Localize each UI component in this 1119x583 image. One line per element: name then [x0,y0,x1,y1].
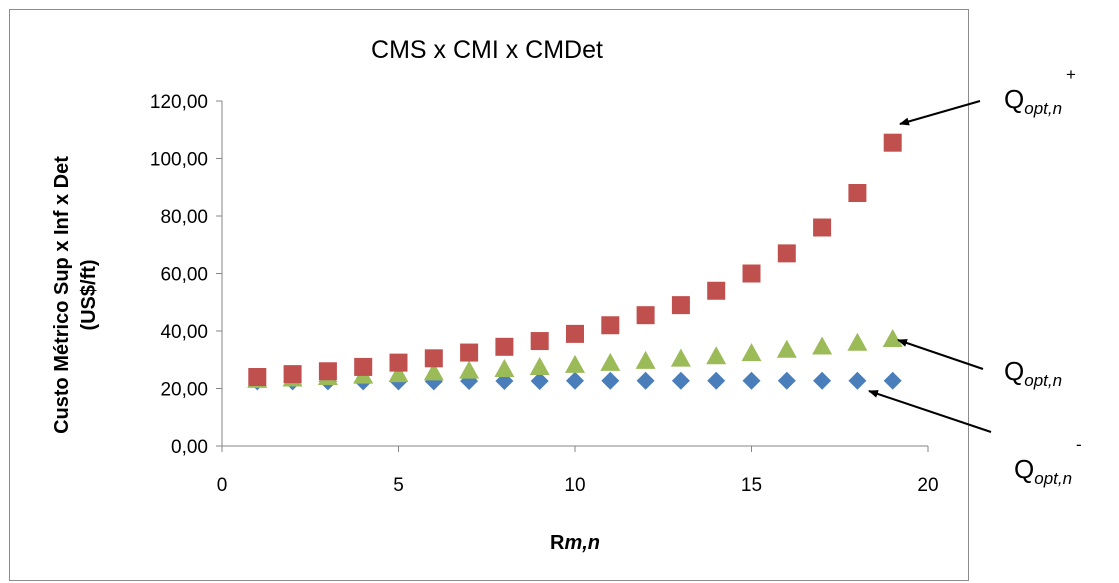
y-tick-label: 120,00 [150,92,208,113]
y-tick-label: 80,00 [160,207,208,228]
data-point-square [636,306,655,325]
data-point-square [318,362,337,381]
data-point-square [424,349,443,368]
data-point-square [813,218,832,237]
data-point-square [530,332,549,351]
series-diamond [248,371,902,391]
data-point-square [601,316,620,335]
data-point-triangle [670,348,691,367]
y-tick-label: 100,00 [150,150,208,171]
arrow-middle [897,339,984,370]
x-tick-label: 0 [217,475,228,496]
data-point-square [495,337,514,356]
data-point-diamond [636,371,655,390]
x-axis-label: Rm,n [550,532,600,554]
x-tick-label: 20 [917,475,938,496]
data-point-triangle [741,343,762,362]
data-point-triangle [494,358,515,377]
data-point-triangle [529,356,550,375]
annotation-q-opt: Qopt,n [1004,356,1062,390]
data-point-triangle [388,364,409,383]
arrow-lower [868,390,992,433]
data-point-square [742,264,761,283]
x-tick-label: 15 [741,475,762,496]
data-point-square [883,133,902,152]
data-point-triangle [635,350,656,369]
data-point-diamond [566,371,584,390]
y-tick-label: 60,00 [160,265,208,286]
annotation-q-opt-plus: Qopt,n+ [1004,65,1076,118]
data-point-diamond [883,371,902,390]
data-point-square [848,184,867,202]
data-point-triangle [706,346,727,365]
data-point-square [248,368,267,386]
data-point-square [566,324,584,343]
data-point-diamond [813,371,832,390]
data-point-diamond [671,371,690,390]
data-point-triangle [459,360,480,379]
y-tick-label: 20,00 [160,380,208,401]
chart-frame [9,9,969,581]
data-point-diamond [530,372,549,391]
data-point-diamond [601,371,620,390]
data-point-square [460,343,479,362]
data-point-diamond [707,371,726,390]
data-point-triangle [423,362,444,381]
data-point-triangle [600,352,621,371]
data-point-triangle [882,329,903,348]
data-point-diamond [742,371,761,390]
data-point-diamond [848,371,867,390]
data-point-square [389,353,408,372]
data-point-square [707,281,726,300]
y-tick-label: 0,00 [171,437,208,458]
y-axis-label-line1: Custo Métrico Sup x Inf x Det [51,156,73,434]
arrow-upper [899,100,981,126]
data-point-square [777,244,796,263]
data-point-square [354,357,373,376]
chart-title: CMS x CMI x CMDet [371,36,603,64]
y-axis-label-line2: (US$/ft) [78,259,100,330]
data-point-triangle [776,339,797,358]
x-tick-label: 5 [393,475,404,496]
data-point-triangle [565,354,585,373]
data-point-triangle [847,332,868,351]
data-point-diamond [777,371,796,390]
x-tick-label: 10 [564,475,585,496]
data-point-square [671,296,690,315]
y-tick-label: 40,00 [160,322,208,343]
data-point-square [283,365,302,384]
annotation-q-opt-minus: Qopt,n- [1014,435,1082,488]
series-square [248,133,902,386]
data-point-triangle [812,336,833,355]
